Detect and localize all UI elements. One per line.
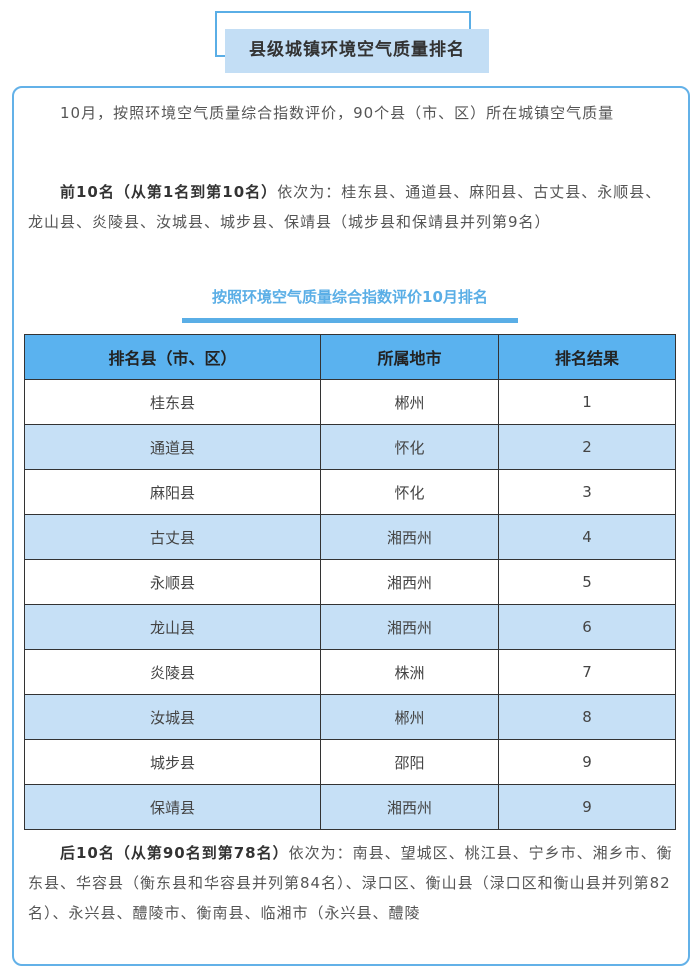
cell-county: 古丈县 <box>24 514 321 560</box>
table-row: 古丈县 湘西州 4 <box>24 514 676 560</box>
cell-county: 龙山县 <box>24 604 321 650</box>
cell-county: 城步县 <box>24 739 321 785</box>
cell-county: 桂东县 <box>24 379 321 425</box>
cell-city: 怀化 <box>320 424 499 470</box>
header-county: 排名县（市、区） <box>24 334 321 380</box>
table-row: 麻阳县 怀化 3 <box>24 469 676 515</box>
cell-rank: 9 <box>498 739 676 785</box>
section-title-text: 县级城镇环境空气质量排名 <box>249 40 465 60</box>
top10-text: 依次为：桂东县、通道县、麻阳县、古丈县、永顺县、龙山县、炎陵县、汝城县、城步县、… <box>28 183 662 231</box>
cell-city: 株洲 <box>320 649 499 695</box>
table-row: 汝城县 郴州 8 <box>24 694 676 740</box>
cell-rank: 4 <box>498 514 676 560</box>
table-row: 龙山县 湘西州 6 <box>24 604 676 650</box>
table-row: 桂东县 郴州 1 <box>24 379 676 425</box>
cell-rank: 8 <box>498 694 676 740</box>
cell-city: 湘西州 <box>320 514 499 560</box>
cell-county: 炎陵县 <box>24 649 321 695</box>
intro-paragraph: 10月，按照环境空气质量综合指数评价，90个县（市、区）所在城镇空气质量 <box>60 104 615 122</box>
cell-rank: 1 <box>498 379 676 425</box>
cell-county: 通道县 <box>24 424 321 470</box>
bottom10-paragraph: 后10名（从第90名到第78名）依次为：南县、望城区、桃江县、宁乡市、湘乡市、衡… <box>28 838 673 928</box>
cell-rank: 7 <box>498 649 676 695</box>
top10-heading: 前10名（从第1名到第10名） <box>60 183 278 201</box>
cell-city: 湘西州 <box>320 784 499 830</box>
cell-county: 汝城县 <box>24 694 321 740</box>
bottom10-heading: 后10名（从第90名到第78名） <box>60 844 289 862</box>
table-row: 永顺县 湘西州 5 <box>24 559 676 605</box>
cell-rank: 2 <box>498 424 676 470</box>
bottom10-text: 依次为：南县、望城区、桃江县、宁乡市、湘乡市、衡东县、华容县（衡东县和华容县并列… <box>28 844 673 922</box>
table-row: 城步县 邵阳 9 <box>24 739 676 785</box>
cell-city: 邵阳 <box>320 739 499 785</box>
cell-county: 永顺县 <box>24 559 321 605</box>
cell-county: 麻阳县 <box>24 469 321 515</box>
cell-rank: 5 <box>498 559 676 605</box>
cell-rank: 9 <box>498 784 676 830</box>
ranking-table: 排名县（市、区） 所属地市 排名结果 桂东县 郴州 1 通道县 怀化 2 麻阳县 怀化 3 古丈县… <box>24 334 676 830</box>
title-background <box>225 29 489 73</box>
cell-city: 湘西州 <box>320 559 499 605</box>
cell-county: 保靖县 <box>24 784 321 830</box>
table-row: 通道县 怀化 2 <box>24 424 676 470</box>
top10-paragraph: 前10名（从第1名到第10名）依次为：桂东县、通道县、麻阳县、古丈县、永顺县、龙… <box>28 177 673 237</box>
cell-city: 郴州 <box>320 379 499 425</box>
cell-rank: 3 <box>498 469 676 515</box>
cell-city: 怀化 <box>320 469 499 515</box>
header-rank: 排名结果 <box>498 334 676 380</box>
header-city: 所属地市 <box>320 334 499 380</box>
table-title: 按照环境空气质量综合指数评价10月排名 <box>212 288 488 306</box>
table-title-underline <box>182 318 518 323</box>
cell-city: 郴州 <box>320 694 499 740</box>
cell-city: 湘西州 <box>320 604 499 650</box>
table-row: 炎陵县 株洲 7 <box>24 649 676 695</box>
table-row: 保靖县 湘西州 9 <box>24 784 676 830</box>
cell-rank: 6 <box>498 604 676 650</box>
section-title: 县级城镇环境空气质量排名 <box>215 11 489 73</box>
